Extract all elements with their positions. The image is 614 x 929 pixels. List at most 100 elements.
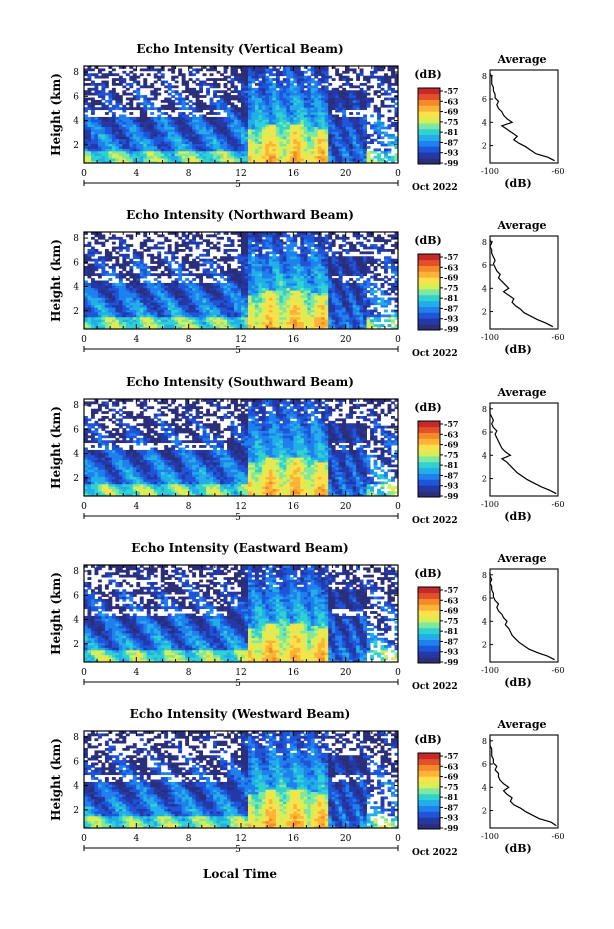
- heatmap-cell: [384, 126, 388, 130]
- heatmap-cell: [251, 270, 256, 274]
- heatmap-cell: [111, 270, 116, 274]
- heatmap-cell: [310, 114, 315, 118]
- heatmap-cell: [195, 107, 200, 111]
- heatmap-cell: [241, 270, 245, 274]
- heatmap-cell: [268, 273, 273, 277]
- heatmap-cell: [227, 160, 231, 164]
- heatmap-cell: [282, 116, 287, 120]
- heatmap-cell: [136, 297, 141, 301]
- heatmap-cell: [324, 124, 329, 128]
- heatmap-cell: [268, 136, 273, 140]
- heatmap-cell: [234, 107, 238, 111]
- heatmap-cell: [227, 141, 231, 144]
- heatmap-cell: [157, 258, 162, 262]
- heatmap-cell: [97, 280, 102, 284]
- heatmap-cell: [279, 239, 284, 243]
- heatmap-cell: [258, 270, 263, 274]
- heatmap-cell: [230, 314, 235, 318]
- heatmap-cell: [272, 232, 277, 235]
- heatmap-cell: [143, 78, 148, 81]
- heatmap-cell: [247, 82, 252, 86]
- heatmap-cell: [164, 131, 169, 135]
- heatmap-cell: [101, 80, 106, 84]
- heatmap-cell: [394, 73, 399, 77]
- heatmap-cell: [87, 285, 92, 289]
- heatmap-cell: [237, 275, 242, 279]
- heatmap-cell: [195, 102, 200, 106]
- heatmap-cell: [178, 270, 183, 274]
- heatmap-cell: [321, 109, 326, 113]
- heatmap-cell: [199, 282, 204, 286]
- heatmap-cell: [136, 92, 141, 96]
- heatmap-cell: [136, 275, 141, 279]
- heatmap-cell: [153, 314, 158, 318]
- heatmap-cell: [286, 263, 291, 267]
- heatmap-cell: [265, 270, 270, 274]
- heatmap-cell: [286, 248, 291, 252]
- heatmap-cell: [289, 158, 294, 161]
- heatmap-cell: [108, 138, 113, 142]
- heatmap-cell: [188, 66, 193, 69]
- heatmap-cell: [356, 92, 361, 96]
- heatmap-cell: [349, 85, 354, 89]
- heatmap-cell: [258, 292, 263, 296]
- heatmap-cell: [251, 121, 256, 125]
- heatmap-cell: [87, 75, 92, 79]
- heatmap-cell: [359, 95, 364, 98]
- heatmap-cell: [129, 102, 134, 106]
- heatmap-cell: [216, 158, 221, 161]
- heatmap-cell: [331, 78, 336, 81]
- heatmap-cell: [282, 282, 287, 286]
- heatmap-cell: [139, 314, 144, 318]
- heatmap-cell: [391, 141, 395, 144]
- heatmap-cell: [359, 148, 364, 152]
- heatmap-cell: [296, 75, 301, 79]
- heatmap-cell: [136, 75, 141, 79]
- heatmap-cell: [384, 160, 388, 164]
- heatmap-cell: [146, 307, 151, 310]
- heatmap-cell: [289, 307, 294, 310]
- heatmap-cell: [174, 232, 179, 235]
- heatmap-cell: [209, 78, 214, 81]
- heatmap-cell: [241, 326, 245, 330]
- heatmap-cell: [296, 292, 301, 296]
- heatmap-cell: [125, 126, 130, 130]
- heatmap-cell: [209, 121, 214, 125]
- heatmap-cell: [275, 302, 280, 306]
- heatmap-cell: [132, 261, 137, 264]
- heatmap-cell: [241, 278, 245, 281]
- heatmap-cell: [125, 87, 130, 91]
- heatmap-cell: [143, 244, 148, 247]
- heatmap-cell: [146, 321, 151, 325]
- heatmap-cell: [261, 138, 266, 142]
- heatmap-cell: [101, 141, 106, 144]
- heatmap-cell: [272, 148, 277, 152]
- heatmap-cell: [202, 116, 207, 120]
- heatmap-cell: [160, 290, 165, 294]
- heatmap-cell: [101, 299, 106, 303]
- heatmap-cell: [268, 90, 273, 94]
- heatmap-cell: [171, 273, 176, 277]
- heatmap-cell: [261, 292, 266, 296]
- heatmap-cell: [164, 268, 169, 272]
- heatmap-cell: [185, 268, 190, 272]
- heatmap-cell: [223, 68, 228, 72]
- heatmap-cell: [153, 232, 158, 235]
- heatmap-cell: [247, 153, 252, 157]
- heatmap-cell: [272, 119, 277, 123]
- heatmap-cell: [153, 119, 158, 123]
- heatmap-cell: [223, 138, 228, 142]
- heatmap-cell: [363, 129, 367, 132]
- heatmap-cell: [275, 143, 280, 147]
- heatmap-cell: [261, 280, 266, 284]
- heatmap-cell: [289, 241, 294, 245]
- heatmap-cell: [314, 131, 319, 135]
- heatmap-cell: [195, 82, 200, 86]
- heatmap-cell: [111, 285, 116, 289]
- heatmap-cell: [167, 295, 172, 298]
- heatmap-cell: [153, 244, 158, 247]
- heatmap-cell: [90, 248, 95, 252]
- heatmap-cell: [254, 307, 259, 310]
- heatmap-cell: [122, 150, 127, 154]
- heatmap-cell: [394, 136, 399, 140]
